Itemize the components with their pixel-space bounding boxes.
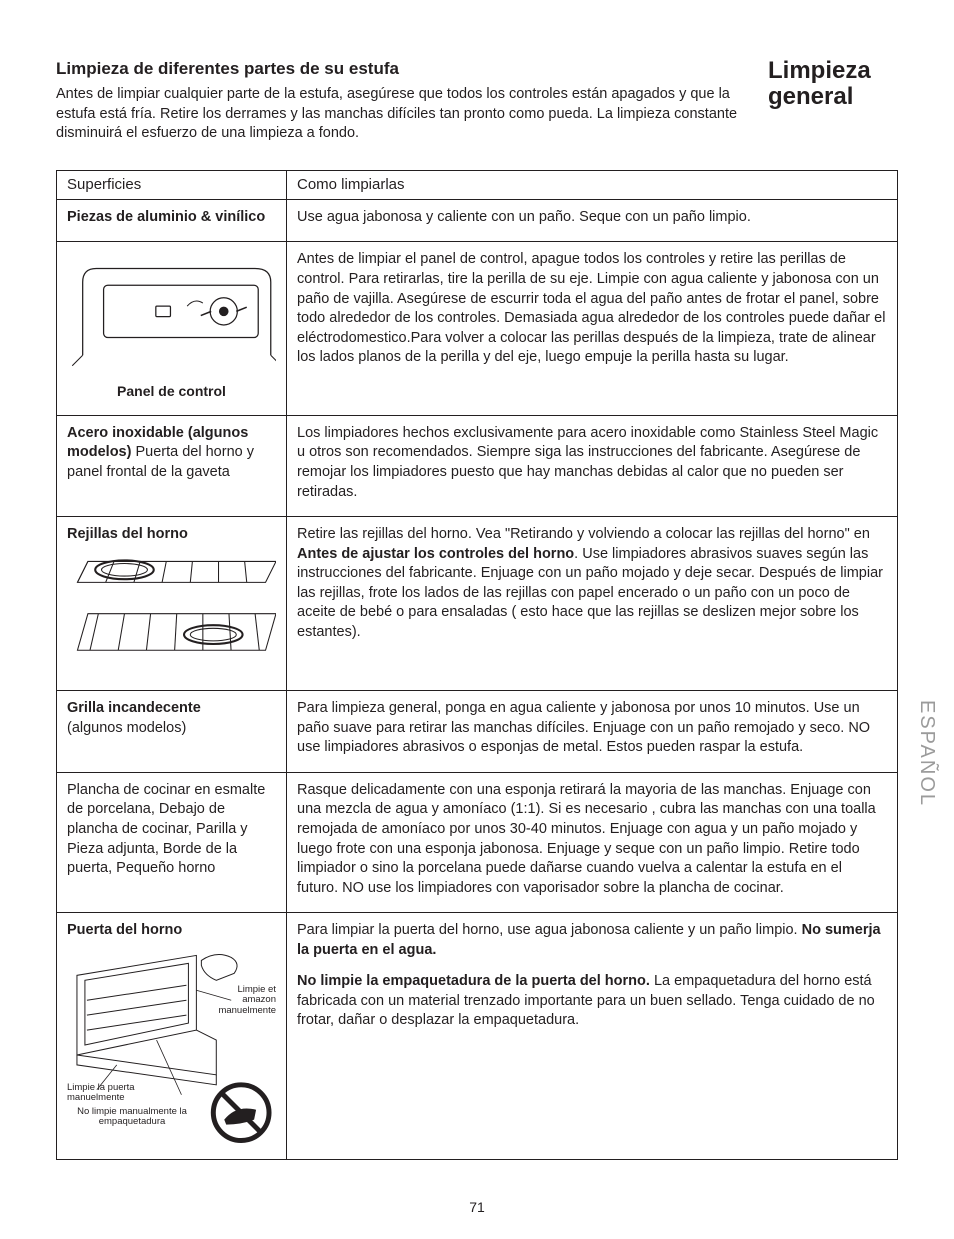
illus-caption: Panel de control bbox=[67, 382, 276, 401]
row-text: Retire las rejillas del horno. Vea "Reti… bbox=[287, 517, 898, 691]
row-label: Rejillas del horno bbox=[67, 525, 276, 545]
page-number: 71 bbox=[0, 1198, 954, 1217]
oven-racks-illustration bbox=[67, 551, 276, 666]
page-title-line2: general bbox=[768, 84, 898, 110]
header-left: Limpieza de diferentes partes de su estu… bbox=[56, 58, 768, 144]
illus-label-1: Limpie et amazon manuelmente bbox=[214, 985, 276, 1016]
row-text-pre: Retire las rejillas del horno. Vea "Reti… bbox=[297, 526, 870, 542]
row-text-1a: Para limpiar la puerta del horno, use ag… bbox=[297, 922, 802, 938]
illus-label-3: No limpie manualmente la empaquetadura bbox=[67, 1107, 197, 1128]
row-text: Use agua jabonosa y caliente con un paño… bbox=[287, 199, 898, 242]
table-row: Panel de control Antes de limpiar el pan… bbox=[57, 242, 898, 415]
row-label: Puerta del horno bbox=[67, 921, 276, 941]
section-title: Limpieza de diferentes partes de su estu… bbox=[56, 58, 738, 81]
control-panel-illustration bbox=[67, 256, 276, 371]
row-label-plain: (algunos modelos) bbox=[67, 720, 186, 736]
row-text: Para limpieza general, ponga en agua cal… bbox=[287, 691, 898, 773]
illus-label-2: Limpie la puerta manuelmente bbox=[67, 1083, 157, 1104]
intro-text: Antes de limpiar cualquier parte de la e… bbox=[56, 85, 738, 144]
row-text: Rasque delicadamente con una esponja ret… bbox=[287, 772, 898, 912]
row-text-2a: No limpie la empaquetadura de la puerta … bbox=[297, 973, 654, 989]
page-header: Limpieza de diferentes partes de su estu… bbox=[56, 58, 898, 144]
row-text: Antes de limpiar el panel de control, ap… bbox=[287, 242, 898, 415]
th-howto: Como limpiarlas bbox=[287, 170, 898, 199]
table-row: Rejillas del horno bbox=[57, 517, 898, 691]
table-row: Puerta del horno bbox=[57, 913, 898, 1160]
table-row: Piezas de aluminio & vinílico Use agua j… bbox=[57, 199, 898, 242]
table-row: Acero inoxidable (algunos modelos) Puert… bbox=[57, 415, 898, 516]
cleaning-table: Superficies Como limpiarlas Piezas de al… bbox=[56, 170, 898, 1160]
table-row: Plancha de cocinar en esmalte de porcela… bbox=[57, 772, 898, 912]
row-label: Plancha de cocinar en esmalte de porcela… bbox=[57, 772, 287, 912]
page-title-line1: Limpieza bbox=[768, 58, 898, 84]
row-label: Piezas de aluminio & vinílico bbox=[67, 209, 265, 225]
th-surfaces: Superficies bbox=[57, 170, 287, 199]
page-title: Limpieza general bbox=[768, 58, 898, 111]
row-text-bold: Antes de ajustar los controles del horno bbox=[297, 546, 574, 562]
table-row: Grilla incandecente (algunos modelos) Pa… bbox=[57, 691, 898, 773]
row-text: Para limpiar la puerta del horno, use ag… bbox=[287, 913, 898, 1160]
language-side-label: ESPAÑOL bbox=[913, 700, 940, 807]
row-text: Los limpiadores hechos exclusivamente pa… bbox=[287, 415, 898, 516]
row-label-bold: Grilla incandecente bbox=[67, 700, 201, 716]
